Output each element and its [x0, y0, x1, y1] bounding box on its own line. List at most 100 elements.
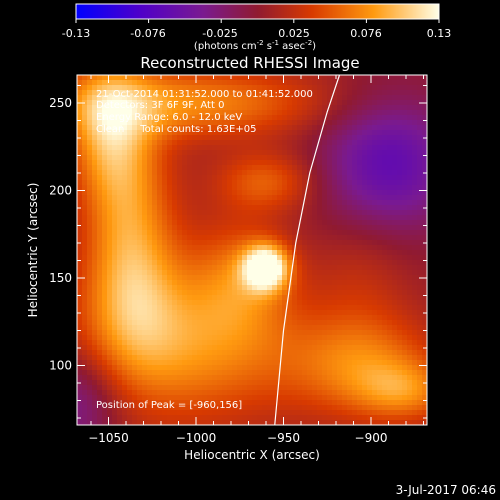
heatmap-pixel	[412, 375, 418, 381]
heatmap-pixel	[252, 350, 258, 356]
heatmap-pixel	[407, 255, 413, 261]
heatmap-pixel	[267, 400, 273, 406]
heatmap-pixel	[217, 225, 223, 231]
heatmap-pixel	[377, 420, 383, 425]
heatmap-pixel	[237, 310, 243, 316]
heatmap-pixel	[162, 280, 168, 286]
heatmap-pixel	[162, 155, 168, 161]
heatmap-pixel	[272, 160, 278, 166]
heatmap-pixel	[92, 165, 98, 171]
heatmap-pixel	[242, 75, 248, 81]
heatmap-pixel	[202, 140, 208, 146]
heatmap-pixel	[377, 235, 383, 241]
heatmap-pixel	[117, 325, 123, 331]
heatmap-pixel	[87, 185, 93, 191]
heatmap-pixel	[282, 210, 288, 216]
heatmap-pixel	[287, 330, 293, 336]
heatmap-pixel	[147, 145, 153, 151]
heatmap-pixel	[202, 100, 208, 106]
heatmap-pixel	[352, 115, 358, 121]
heatmap-pixel	[377, 120, 383, 126]
heatmap-pixel	[102, 75, 108, 81]
heatmap-pixel	[252, 280, 258, 286]
heatmap-pixel	[177, 340, 183, 346]
heatmap-pixel	[187, 255, 193, 261]
heatmap-pixel	[132, 305, 138, 311]
heatmap-pixel	[417, 200, 423, 206]
heatmap-pixel	[117, 255, 123, 261]
heatmap-pixel	[197, 255, 203, 261]
heatmap-pixel	[317, 80, 323, 86]
heatmap-pixel	[262, 220, 268, 226]
heatmap-pixel	[287, 75, 293, 81]
heatmap-pixel	[367, 215, 373, 221]
heatmap-pixel	[92, 390, 98, 396]
heatmap-pixel	[207, 185, 213, 191]
heatmap-pixel	[307, 215, 313, 221]
heatmap-pixel	[272, 400, 278, 406]
heatmap-pixel	[337, 170, 343, 176]
heatmap-pixel	[322, 160, 328, 166]
heatmap-pixel	[382, 415, 388, 421]
heatmap-pixel	[172, 210, 178, 216]
heatmap-pixel	[142, 395, 148, 401]
heatmap-pixel	[277, 405, 283, 411]
heatmap-pixel	[87, 350, 93, 356]
heatmap-pixel	[362, 125, 368, 131]
heatmap-pixel	[147, 175, 153, 181]
heatmap-pixel	[347, 375, 353, 381]
heatmap-pixel	[397, 80, 403, 86]
heatmap-pixel	[127, 305, 133, 311]
heatmap-pixel	[227, 185, 233, 191]
heatmap-pixel	[357, 80, 363, 86]
heatmap-pixel	[362, 270, 368, 276]
heatmap-pixel	[222, 355, 228, 361]
heatmap-pixel	[157, 245, 163, 251]
heatmap-pixel	[182, 370, 188, 376]
heatmap-pixel	[82, 250, 88, 256]
heatmap-pixel	[297, 160, 303, 166]
heatmap-pixel	[257, 320, 263, 326]
heatmap-pixel	[347, 320, 353, 326]
heatmap-pixel	[197, 135, 203, 141]
heatmap-pixel	[247, 180, 253, 186]
heatmap-pixel	[257, 350, 263, 356]
heatmap-pixel	[207, 100, 213, 106]
heatmap-pixel	[227, 105, 233, 111]
heatmap-pixel	[252, 305, 258, 311]
heatmap-pixel	[97, 300, 103, 306]
heatmap-pixel	[147, 205, 153, 211]
heatmap-pixel	[127, 200, 133, 206]
heatmap-pixel	[382, 160, 388, 166]
heatmap-pixel	[422, 390, 427, 396]
heatmap-pixel	[82, 145, 88, 151]
heatmap-pixel	[87, 305, 93, 311]
heatmap-pixel	[377, 315, 383, 321]
heatmap-pixel	[417, 105, 423, 111]
heatmap-pixel	[277, 135, 283, 141]
heatmap-pixel	[217, 375, 223, 381]
heatmap-pixel	[112, 365, 118, 371]
heatmap-pixel	[392, 380, 398, 386]
heatmap-pixel	[352, 325, 358, 331]
heatmap-pixel	[207, 90, 213, 96]
heatmap-pixel	[137, 305, 143, 311]
heatmap-pixel	[227, 155, 233, 161]
heatmap-pixel	[157, 170, 163, 176]
heatmap-pixel	[137, 225, 143, 231]
heatmap-pixel	[132, 385, 138, 391]
heatmap-pixel	[177, 415, 183, 421]
heatmap-pixel	[147, 410, 153, 416]
heatmap-pixel	[157, 345, 163, 351]
heatmap-pixel	[107, 145, 113, 151]
heatmap-pixel	[212, 255, 218, 261]
heatmap-pixel	[272, 285, 278, 291]
heatmap-pixel	[157, 335, 163, 341]
heatmap-pixel	[362, 155, 368, 161]
heatmap-pixel	[167, 120, 173, 126]
heatmap-pixel	[152, 200, 158, 206]
heatmap-pixel	[202, 410, 208, 416]
heatmap-pixel	[372, 210, 378, 216]
heatmap-pixel	[292, 395, 298, 401]
heatmap-pixel	[332, 220, 338, 226]
